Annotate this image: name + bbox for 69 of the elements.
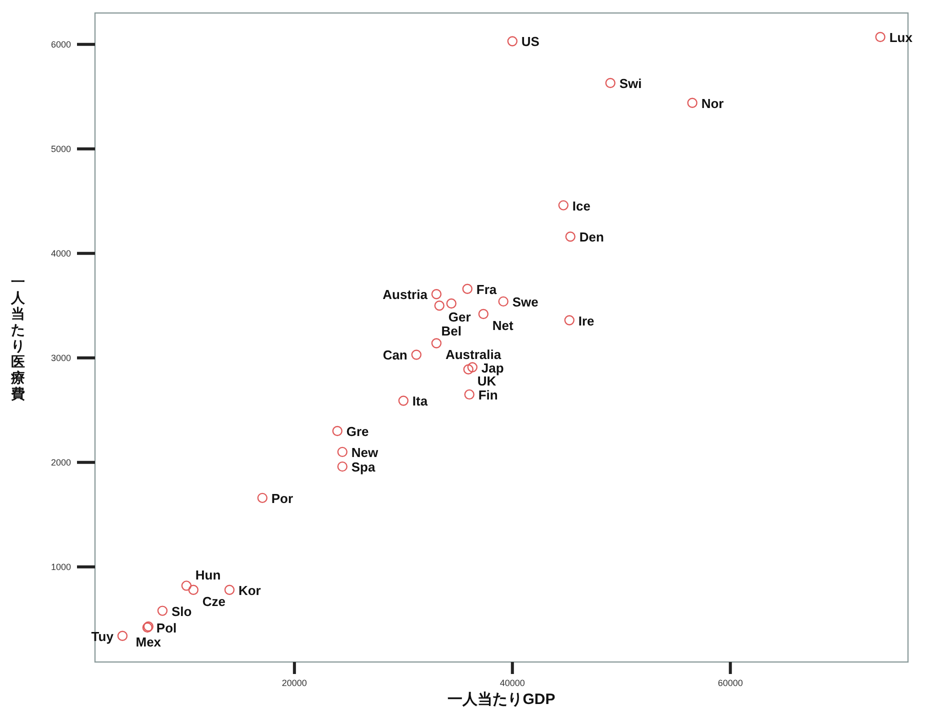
point — [498, 296, 508, 307]
annotation: Australia — [445, 347, 502, 362]
point — [117, 630, 128, 641]
y-tick-label: 4000 — [50, 248, 71, 258]
point — [467, 362, 478, 372]
point — [446, 298, 456, 309]
annotation: Ger — [448, 310, 471, 325]
point — [875, 32, 886, 42]
point — [257, 492, 268, 504]
point — [224, 584, 235, 595]
x-tick-label: 20000 — [282, 678, 307, 688]
point — [332, 426, 342, 436]
point — [181, 580, 192, 591]
point — [337, 446, 348, 458]
point — [605, 78, 616, 88]
annotation: Kor — [238, 582, 261, 598]
annotation: Mex — [136, 634, 162, 650]
annotation: Ita — [412, 394, 428, 409]
y-tick-label: 1000 — [50, 562, 71, 572]
point — [411, 350, 422, 360]
annotation: Pol — [156, 620, 177, 636]
point — [398, 396, 409, 406]
x-axis-title: 一人当たりGDP — [448, 691, 556, 708]
annotation: Tuy — [91, 628, 114, 644]
annotation: Lux — [889, 30, 914, 46]
point — [431, 338, 442, 348]
point — [431, 289, 442, 300]
point — [337, 461, 348, 472]
annotation: Net — [492, 318, 514, 333]
annotation: Can — [382, 348, 408, 363]
point — [478, 308, 489, 320]
annotation: UK — [477, 373, 497, 388]
annotation: Cze — [202, 594, 226, 609]
y-tick-label: 6000 — [50, 39, 71, 50]
annotation: Fin — [478, 387, 498, 402]
annotation: New — [351, 444, 380, 460]
y-tick-label: 5000 — [50, 144, 71, 154]
annotation: Jap — [481, 360, 504, 376]
annotation: Ire — [578, 313, 594, 328]
point — [157, 606, 168, 616]
y-tick-label: 3000 — [50, 352, 71, 363]
annotation: Gre — [346, 424, 369, 440]
annotation: Por — [271, 490, 294, 506]
annotation: Den — [579, 230, 604, 245]
point — [188, 584, 199, 595]
point — [507, 36, 518, 46]
point — [464, 389, 474, 400]
point — [565, 232, 576, 242]
annotation: Bel — [441, 324, 462, 339]
annotation: Swi — [619, 76, 642, 92]
annotation: Fra — [476, 282, 498, 297]
annotation: Austria — [382, 287, 428, 302]
y-axis-title: 一人当たり医療費 — [10, 274, 26, 402]
x-tick-label: 40000 — [500, 678, 525, 688]
annotation: Ice — [572, 198, 590, 214]
annotation: Swe — [512, 294, 538, 310]
annotation: Nor — [701, 96, 724, 111]
point — [564, 315, 574, 326]
point — [462, 284, 472, 294]
point — [463, 364, 474, 374]
point — [687, 98, 698, 108]
annotation: US — [521, 34, 540, 50]
x-tick-label: 60000 — [718, 678, 743, 688]
annotation: Slo — [171, 604, 192, 619]
point — [558, 200, 568, 210]
point — [434, 300, 444, 311]
annotation: Spa — [351, 460, 376, 475]
y-tick-label: 2000 — [50, 457, 71, 468]
annotation: Hun — [195, 568, 221, 583]
